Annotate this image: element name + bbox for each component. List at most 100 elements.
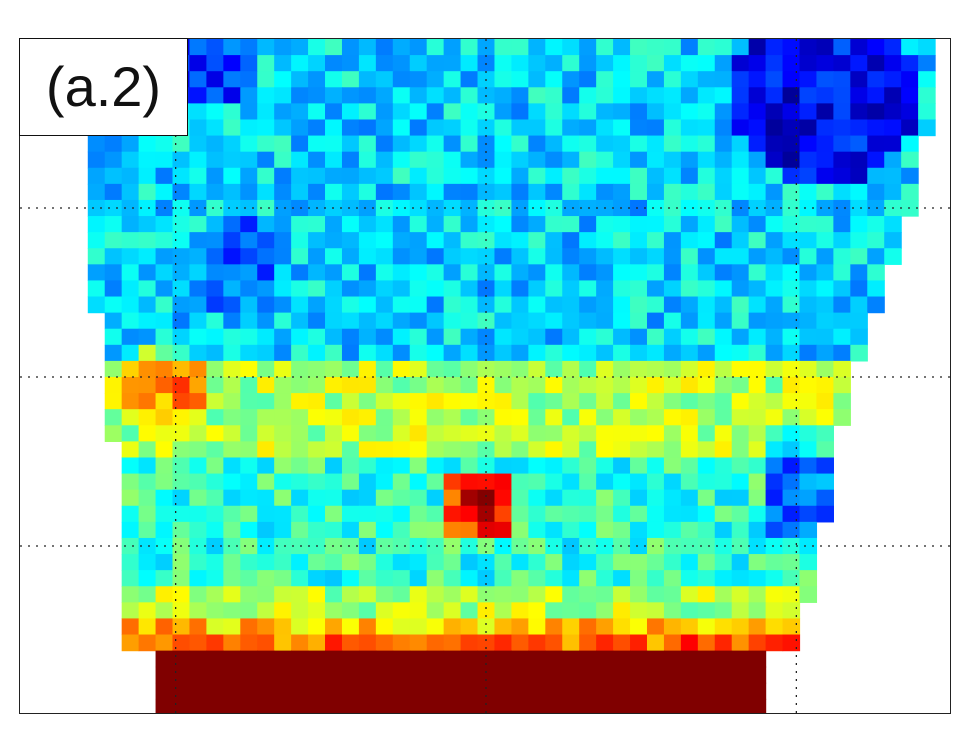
heatmap-cell [358,650,377,668]
heatmap-cell [341,377,360,394]
heatmap-cell [765,618,784,636]
heatmap-cell [697,377,716,394]
heatmap-cell [918,119,936,137]
heatmap-cell [308,457,326,475]
heatmap-cell [545,682,563,700]
heatmap-cell [460,682,479,700]
heatmap-cell [816,248,834,265]
heatmap-cell [680,377,699,394]
heatmap-cell [528,344,546,362]
heatmap-cell [714,167,733,185]
heatmap-cell [528,473,546,491]
heatmap-cell [494,505,513,523]
heatmap-cell [833,248,851,265]
heatmap-cell [511,167,529,185]
heatmap-cell [409,666,428,684]
heatmap-cell [511,312,529,330]
heatmap-cell [87,167,106,185]
heatmap-cell [511,554,529,571]
heatmap-cell [104,360,123,378]
heatmap-cell [172,232,191,249]
heatmap-cell [850,312,868,330]
heatmap-cell [443,232,462,249]
heatmap-cell [816,312,834,330]
heatmap-cell [358,280,377,298]
heatmap-cell [325,457,343,475]
heatmap-cell [850,344,868,362]
heatmap-cell [613,55,631,72]
heatmap-cell [392,393,411,410]
heatmap-cell [291,296,309,314]
heatmap-cell [375,698,394,713]
heatmap-cell [528,135,546,153]
heatmap-cell [138,570,157,587]
heatmap-cell [867,55,885,72]
heatmap-cell [223,280,241,298]
heatmap-cell [731,183,750,201]
heatmap-cell [375,505,394,523]
heatmap-cell [748,489,767,507]
heatmap-cell [731,151,750,169]
heatmap-cell [545,698,563,713]
heatmap-cell [87,280,106,298]
heatmap-cell [731,634,750,652]
heatmap-cell [223,441,241,459]
heatmap-cell [613,39,631,56]
heatmap-cell [646,39,665,56]
heatmap-cell [765,537,784,555]
heatmap-cell [189,570,207,587]
heatmap-cell [291,360,309,378]
heatmap-cell [867,232,885,249]
heatmap-cell [155,441,174,459]
heatmap-cell [511,393,529,410]
heatmap-cell [240,393,258,410]
heatmap-cell [765,296,784,314]
heatmap-cell [918,103,936,121]
heatmap-cell [240,377,258,394]
heatmap-cell [189,183,207,201]
heatmap-cell [358,586,377,603]
heatmap-cell [833,360,851,378]
heatmap-cell [697,167,716,185]
heatmap-cell [240,135,258,153]
heatmap-cell [223,87,241,104]
heatmap-cell [697,457,716,475]
heatmap-cell [630,489,648,507]
heatmap-cell [443,87,462,104]
heatmap-cell [172,666,191,684]
heatmap-cell [782,248,801,265]
heatmap-cell [274,55,292,72]
heatmap-cell [782,457,801,475]
heatmap-cell [358,505,377,523]
heatmap-cell [579,216,597,233]
heatmap-cell [426,473,445,491]
heatmap-cell [833,39,851,56]
heatmap-cell [646,393,665,410]
heatmap-cell [562,618,580,636]
heatmap-cell [257,71,275,88]
heatmap-cell [579,183,597,201]
heatmap-cell [833,409,851,426]
heatmap-cell [765,586,784,603]
heatmap-cell [443,344,462,362]
heatmap-cell [274,666,292,684]
heatmap-cell [189,634,207,652]
heatmap-cell [596,167,614,185]
heatmap-cell [240,264,258,282]
heatmap-cell [138,280,157,298]
heatmap-cell [240,55,258,72]
heatmap-cell [358,570,377,587]
heatmap-cell [867,296,885,314]
heatmap-cell [646,328,665,346]
heatmap-cell [206,360,224,378]
heatmap-cell [409,232,428,249]
heatmap-cell [579,586,597,603]
heatmap-cell [613,135,631,153]
heatmap-cell [121,248,140,265]
heatmap-cell [392,216,411,233]
heatmap-cell [646,650,665,668]
heatmap-cell [714,296,733,314]
heatmap-cell [460,264,479,282]
heatmap-cell [172,216,191,233]
heatmap-cell [765,280,784,298]
